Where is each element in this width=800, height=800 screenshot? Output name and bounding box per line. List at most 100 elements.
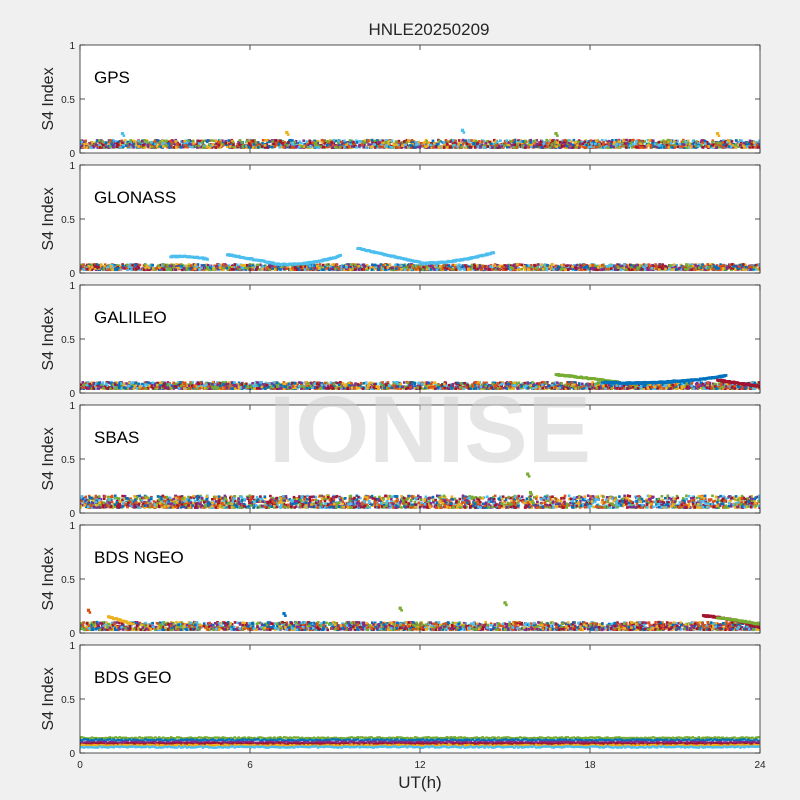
data-point — [593, 142, 597, 146]
data-point — [343, 145, 346, 148]
data-point — [98, 143, 101, 147]
y-tick-label: 0.5 — [61, 95, 75, 106]
data-point — [373, 143, 376, 146]
data-point — [606, 146, 610, 149]
data-point — [325, 263, 328, 267]
data-point — [442, 146, 446, 149]
data-point — [101, 146, 104, 149]
data-point — [640, 140, 644, 143]
data-point — [489, 265, 493, 268]
data-point — [335, 265, 339, 269]
data-point — [332, 142, 336, 145]
data-point — [316, 142, 319, 146]
data-point — [459, 268, 462, 271]
data-point — [298, 140, 302, 143]
data-point — [671, 144, 675, 148]
data-point — [489, 268, 493, 271]
data-point — [740, 266, 744, 270]
data-point — [318, 143, 321, 147]
data-point — [462, 131, 466, 134]
data-point — [701, 265, 705, 269]
data-point — [393, 268, 396, 272]
data-point — [182, 267, 186, 270]
data-point — [563, 142, 566, 145]
data-point — [528, 139, 531, 143]
data-point — [340, 268, 343, 271]
data-point — [562, 140, 566, 143]
data-point — [136, 265, 140, 269]
data-point — [745, 140, 748, 144]
data-point — [608, 139, 611, 143]
data-point — [638, 263, 641, 267]
data-point — [470, 267, 473, 270]
data-point — [380, 141, 383, 145]
data-point — [622, 139, 625, 143]
data-point — [561, 141, 564, 145]
data-point — [140, 140, 144, 143]
data-point — [196, 146, 199, 149]
data-point — [643, 268, 647, 271]
data-point — [214, 146, 217, 149]
data-point — [338, 143, 341, 147]
data-point — [414, 143, 418, 147]
data-point — [692, 141, 696, 144]
data-point — [618, 263, 621, 267]
data-point — [462, 267, 465, 270]
data-point — [173, 146, 176, 149]
data-point — [605, 145, 608, 148]
data-point — [350, 268, 354, 272]
data-point — [757, 146, 760, 149]
data-point — [691, 142, 694, 146]
data-point — [89, 146, 93, 149]
data-point — [122, 143, 125, 147]
data-point — [758, 263, 760, 267]
data-point — [575, 144, 579, 147]
data-point — [344, 141, 347, 144]
data-point — [221, 139, 224, 142]
data-point — [718, 265, 722, 268]
data-point — [175, 263, 178, 266]
data-point — [352, 140, 355, 144]
data-point — [151, 142, 155, 146]
data-point — [409, 146, 413, 149]
data-point — [653, 142, 657, 146]
data-point — [361, 263, 365, 267]
data-point — [291, 139, 294, 142]
data-point — [249, 141, 252, 145]
data-point — [316, 267, 319, 270]
data-point — [273, 139, 276, 142]
data-point — [572, 264, 576, 267]
data-point — [274, 143, 278, 146]
data-point — [332, 138, 336, 142]
data-point — [636, 267, 640, 271]
data-point — [400, 268, 403, 271]
data-point — [387, 145, 391, 149]
data-point — [206, 140, 209, 144]
data-point — [503, 264, 506, 267]
data-point — [214, 267, 217, 271]
data-point — [84, 142, 87, 145]
data-point — [683, 146, 686, 149]
data-point — [415, 267, 418, 271]
data-point — [626, 140, 630, 143]
data-point — [245, 263, 248, 267]
data-point — [200, 266, 203, 270]
data-point — [739, 144, 742, 147]
data-point — [371, 266, 375, 269]
data-point — [520, 263, 524, 267]
data-point — [408, 264, 412, 267]
data-point — [630, 264, 633, 267]
data-point — [346, 141, 350, 144]
data-point — [518, 143, 521, 147]
data-point — [521, 140, 525, 143]
data-point — [496, 265, 500, 269]
data-point — [482, 139, 486, 143]
data-point — [401, 141, 404, 144]
data-point — [540, 268, 543, 271]
data-point — [99, 266, 103, 269]
data-point — [188, 267, 192, 271]
data-point — [706, 263, 709, 266]
data-point — [453, 142, 457, 145]
data-point — [702, 139, 705, 142]
data-point — [533, 263, 536, 267]
